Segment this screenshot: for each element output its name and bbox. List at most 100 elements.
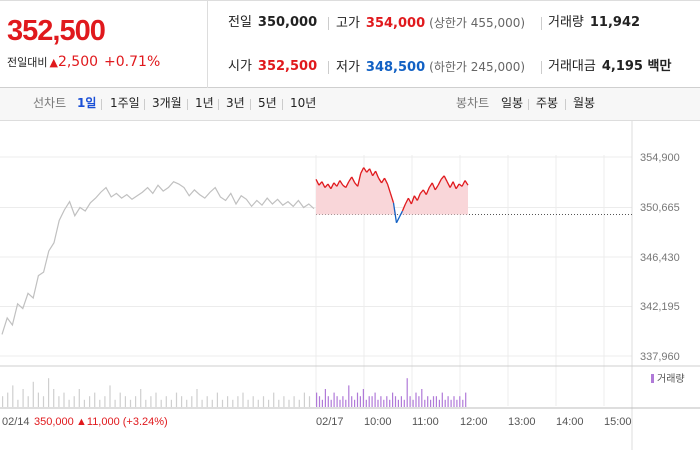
volume-bar: [386, 396, 388, 407]
change-label: 전일대비: [7, 56, 48, 69]
today-price-segment: [369, 168, 374, 177]
volume-bar: [283, 396, 285, 407]
volume-bar: [160, 399, 162, 407]
stat-label: 거래량: [548, 15, 584, 30]
volume-bar: [129, 399, 132, 407]
price-box: 352,500 전일대비 ▲2,500 +0.71%: [0, 1, 208, 89]
volume-bar: [377, 399, 379, 407]
price-chart[interactable]: 354,900 350,665 346,430 342,195 337,960 …: [0, 121, 700, 450]
volume-bar: [273, 392, 275, 407]
volume-bar: [119, 392, 121, 407]
stat-high: 고가 354,000 (상한가 455,000): [336, 1, 525, 45]
volume-bar: [406, 378, 408, 407]
tab-10-years[interactable]: 10년: [290, 96, 317, 110]
volume-bar: [368, 396, 370, 407]
divider: [328, 17, 329, 30]
volume-bar: [196, 389, 198, 407]
volume-bar: [380, 396, 382, 407]
volume-bar: [394, 396, 397, 407]
volume-bar: [73, 396, 75, 407]
tab-1-day[interactable]: 1일: [77, 96, 97, 110]
volume-bar: [124, 396, 126, 407]
tab-weekly-candle[interactable]: 주봉: [536, 96, 559, 110]
today-price-segment: [378, 177, 383, 184]
today-price-segment: [383, 177, 389, 185]
volume-bar: [316, 392, 318, 407]
volume-bar: [465, 392, 467, 407]
volume-bar: [453, 396, 455, 407]
today-price-segment: [336, 180, 341, 187]
volume-bar: [432, 396, 435, 407]
today-price-segment: [464, 180, 469, 186]
today-price-segment: [434, 184, 439, 191]
today-price-segment: [440, 175, 445, 180]
volume-bar: [441, 392, 443, 407]
today-price-segment: [372, 170, 377, 177]
divider: [541, 17, 542, 30]
volume-bar: [99, 399, 101, 407]
candle-chart-label: 봉차트: [456, 96, 490, 110]
today-price-segment: [425, 187, 430, 195]
tab-1-week[interactable]: 1주일: [110, 96, 140, 110]
divider: [565, 99, 566, 110]
stat-label: 시가: [228, 59, 252, 74]
volume-bar: [362, 389, 364, 407]
volume-bar: [114, 399, 116, 407]
today-price-segment: [398, 210, 404, 218]
today-price-segment: [339, 180, 344, 186]
volume-bar: [227, 396, 229, 407]
today-price-segment: [437, 179, 442, 186]
change-percent: +0.71%: [104, 54, 161, 70]
divider: [144, 99, 145, 110]
volume-bar: [330, 399, 332, 407]
volume-bar: [201, 399, 203, 407]
tab-daily-candle[interactable]: 일봉: [501, 96, 524, 110]
volume-bar: [2, 396, 4, 407]
volume-bar: [257, 399, 259, 407]
x-tick-label: 11:00: [412, 416, 439, 428]
volume-bar: [262, 396, 265, 407]
volume-bar: [27, 396, 29, 407]
today-price-segment: [431, 182, 436, 191]
volume-bar: [412, 399, 414, 407]
today-price-segment: [348, 176, 353, 183]
volume-bar: [232, 399, 234, 407]
tab-3-months[interactable]: 3개월: [152, 96, 182, 110]
tab-monthly-candle[interactable]: 월봉: [573, 96, 596, 110]
divider: [282, 99, 283, 110]
volume-bar: [351, 396, 353, 407]
volume-bar: [400, 396, 402, 407]
y-tick-labels: 354,900 350,665 346,430 342,195 337,960: [640, 152, 680, 363]
stat-value: 352,500: [257, 59, 318, 74]
volume-bar: [53, 389, 55, 407]
divider: [250, 99, 251, 110]
today-price-segment: [315, 179, 320, 186]
today-price-segment: [345, 181, 350, 188]
volume-bar: [109, 385, 111, 407]
volume-bar: [63, 392, 65, 407]
quote-header: 352,500 전일대비 ▲2,500 +0.71% 전일 350,000 고가 354…: [0, 0, 700, 89]
volume-bar: [216, 392, 218, 407]
tab-3-years[interactable]: 3년: [226, 96, 245, 110]
stat-prev-close: 전일 350,000: [228, 1, 317, 45]
x-tick-label: 14:00: [556, 416, 584, 428]
today-price-segment: [318, 181, 323, 186]
volume-bar: [298, 399, 300, 407]
change-amount: 2,500: [57, 54, 99, 70]
today-price-segment: [395, 216, 401, 224]
volume-bar: [356, 392, 359, 407]
divider: [187, 99, 188, 110]
volume-bar: [418, 396, 420, 407]
today-price-segment: [366, 168, 371, 173]
today-price-segment: [443, 175, 448, 182]
volume-bar: [409, 396, 411, 407]
upper-limit: (상한가 455,000): [429, 16, 526, 30]
today-price-segment: [404, 197, 409, 205]
tab-5-years[interactable]: 5년: [258, 96, 277, 110]
today-price-segment: [330, 182, 335, 190]
tab-1-year[interactable]: 1년: [195, 96, 214, 110]
volume-bar: [221, 399, 224, 407]
x-tick-label: 12:00: [460, 416, 488, 428]
volume-bar: [397, 399, 399, 407]
today-price-segment: [446, 181, 451, 188]
